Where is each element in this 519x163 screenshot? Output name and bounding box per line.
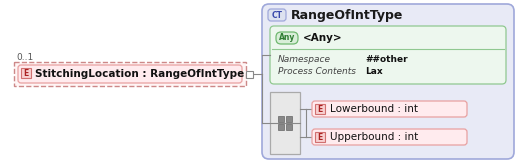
Text: StitchingLocation : RangeOfIntType: StitchingLocation : RangeOfIntType	[35, 69, 244, 79]
Text: Upperbound : int: Upperbound : int	[330, 132, 418, 142]
FancyBboxPatch shape	[312, 129, 467, 145]
Bar	[278, 116, 284, 122]
Text: <Any>: <Any>	[303, 33, 343, 43]
Bar	[286, 124, 292, 130]
FancyBboxPatch shape	[262, 4, 514, 159]
Bar	[246, 71, 253, 77]
Text: ##other: ##other	[365, 54, 407, 64]
Bar	[14, 62, 246, 86]
Bar	[315, 132, 325, 142]
Bar	[315, 104, 325, 114]
Text: RangeOfIntType: RangeOfIntType	[291, 8, 403, 22]
Bar	[270, 92, 300, 154]
Text: CT: CT	[271, 10, 282, 20]
FancyBboxPatch shape	[18, 65, 242, 83]
Text: E: E	[23, 68, 29, 77]
FancyBboxPatch shape	[270, 26, 506, 84]
Text: Process Contents: Process Contents	[278, 67, 356, 76]
Bar	[21, 68, 31, 78]
Bar	[286, 116, 292, 122]
Text: 0..1: 0..1	[16, 52, 33, 61]
Text: E: E	[318, 133, 323, 141]
Bar	[278, 124, 284, 130]
Text: Any: Any	[279, 34, 295, 43]
FancyBboxPatch shape	[312, 101, 467, 117]
FancyBboxPatch shape	[268, 9, 286, 21]
FancyBboxPatch shape	[276, 32, 298, 44]
Text: Namespace: Namespace	[278, 54, 331, 64]
Text: Lax: Lax	[365, 67, 383, 76]
Text: Lowerbound : int: Lowerbound : int	[330, 104, 418, 114]
Text: E: E	[318, 104, 323, 113]
